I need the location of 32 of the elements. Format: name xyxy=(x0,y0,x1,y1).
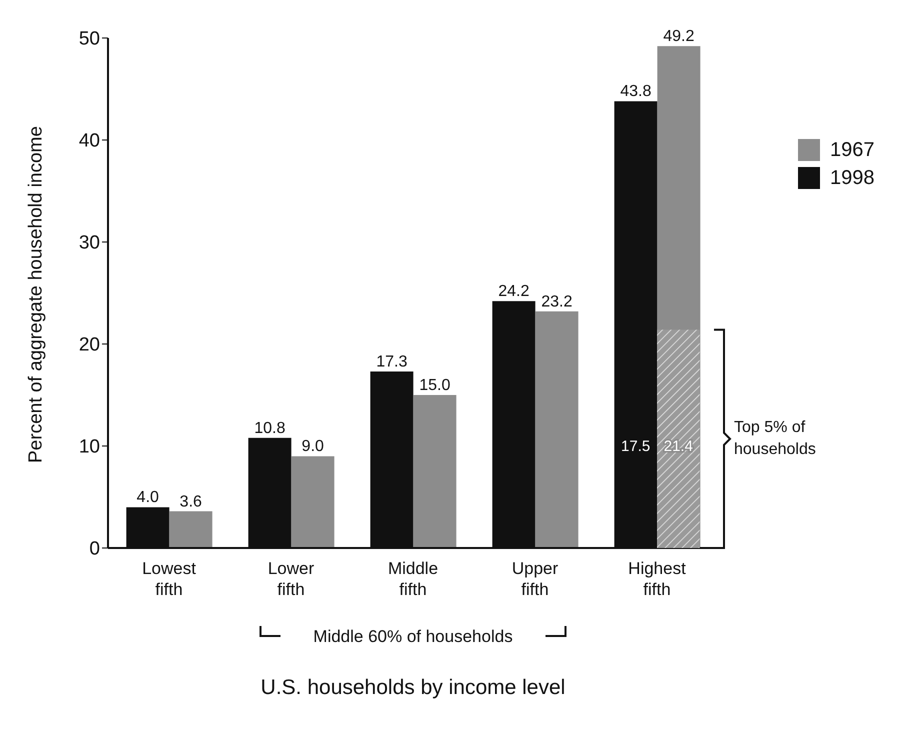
data-label: 23.2 xyxy=(541,293,572,310)
data-label: 4.0 xyxy=(136,489,160,506)
x-tick-label: Middle fifth xyxy=(388,559,438,599)
data-label: 3.6 xyxy=(180,493,202,510)
y-tick-label: 0 xyxy=(89,538,100,560)
y-tick-label: 40 xyxy=(78,130,100,152)
bar xyxy=(413,395,456,548)
x-tick-label: Highest fifth xyxy=(628,559,686,599)
bar xyxy=(291,456,334,548)
data-label: 17.3 xyxy=(376,354,408,371)
data-label: 24.2 xyxy=(498,283,530,300)
y-tick-label: 20 xyxy=(78,334,100,356)
band-label: Top 5% of households xyxy=(734,418,817,460)
legend-label: 1998 xyxy=(830,166,874,190)
data-label: 10.8 xyxy=(254,420,286,437)
x-tick-label: Lower fifth xyxy=(268,559,314,599)
legend-label: 1967 xyxy=(830,138,874,162)
data-label: 9.0 xyxy=(302,438,324,456)
y-axis-title: Percent of aggregate household income xyxy=(26,126,47,463)
text: Middle 60% of households xyxy=(313,627,513,646)
x-tick-label: Lowest fifth xyxy=(142,559,196,599)
y-tick-label: 10 xyxy=(78,436,100,458)
data-label: 43.8 xyxy=(620,83,652,100)
y-tick-label: 30 xyxy=(78,232,100,254)
data-label: 49.2 xyxy=(663,28,694,46)
x-tick-label: Upper fifth xyxy=(512,559,558,599)
x-axis-title: U.S. households by income level xyxy=(260,676,566,699)
bar xyxy=(169,511,212,548)
bar xyxy=(535,311,578,548)
annotation: 17.5 xyxy=(621,438,650,455)
data-label: 15.0 xyxy=(419,377,450,394)
y-tick-label: 50 xyxy=(78,28,100,50)
